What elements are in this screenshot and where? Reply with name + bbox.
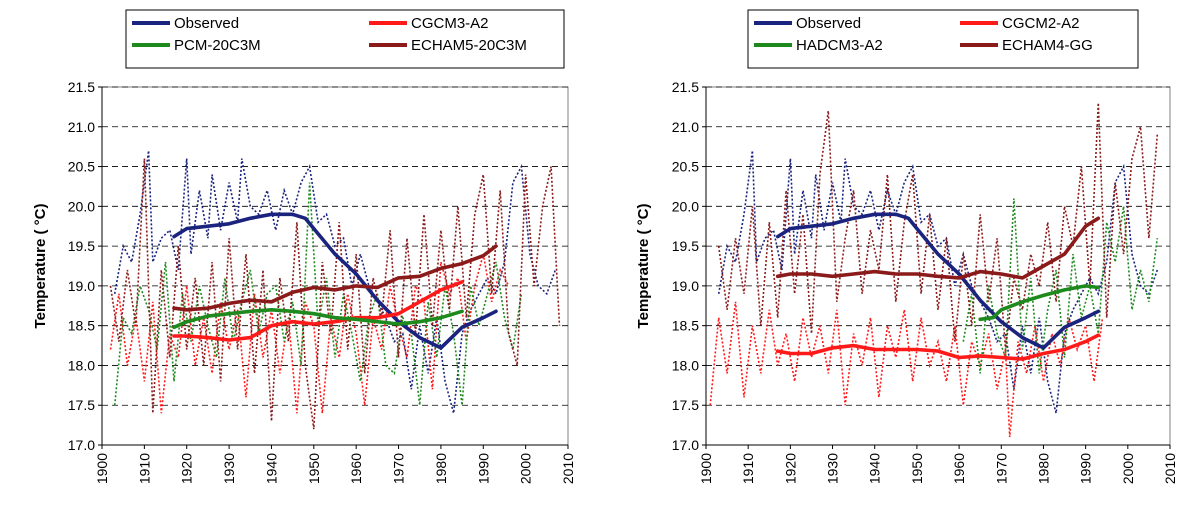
- legend: [747, 9, 1139, 69]
- x-tick-label: 1980: [1035, 453, 1051, 484]
- x-tick-label: 1970: [391, 453, 407, 484]
- series-line-cgcm2-a2-annual: [709, 301, 1104, 438]
- y-tick-label: 17.0: [672, 437, 699, 453]
- x-tick-label: 1940: [867, 453, 883, 484]
- series-line-echam4-gg-annual: [717, 102, 1159, 350]
- y-tick-label: 19.0: [68, 278, 95, 294]
- y-tick-label: 21.0: [68, 119, 95, 135]
- series-line-pcm-20c3m-smoothed: [172, 307, 464, 330]
- x-tick-label: 1900: [698, 453, 714, 484]
- x-tick-label: 1990: [1078, 453, 1094, 484]
- x-tick-label: 1930: [221, 453, 237, 484]
- y-tick-label: 18.0: [672, 357, 699, 373]
- x-tick-label: 1950: [909, 453, 925, 484]
- legend: [125, 9, 565, 69]
- x-tick-label: 1900: [94, 453, 110, 484]
- y-tick-label: 18.0: [68, 357, 95, 373]
- x-tick-label: 1940: [263, 453, 279, 484]
- y-tick-label: 19.5: [672, 238, 699, 254]
- x-tick-label: 2010: [560, 453, 576, 484]
- legend-label: CGCM2-A2: [1002, 15, 1080, 32]
- plot-area-frame: [101, 86, 569, 446]
- x-tick-label: 1950: [306, 453, 322, 484]
- y-axis-label: Temperature ( °C): [635, 204, 652, 329]
- series-line-observed-annual: [113, 150, 557, 414]
- series-line-observed-smoothed: [172, 212, 498, 350]
- y-tick-label: 20.0: [68, 198, 95, 214]
- series-line-cgcm3-a2-smoothed: [172, 280, 464, 342]
- x-tick-label: 2000: [518, 453, 534, 484]
- series-line-pcm-20c3m-annual: [113, 182, 523, 406]
- left-chart: 17.0 17.5 18.0 18.5 19.0 19.5 20.0 20.5 21.0 21.5…: [32, 9, 576, 484]
- legend-label: ECHAM4-GG: [1002, 37, 1093, 54]
- series-line-echam5-20c3m-annual: [109, 158, 561, 430]
- series-line-echam4-gg-smoothed: [775, 216, 1101, 280]
- x-tick-label: 1910: [740, 453, 756, 484]
- x-tick-label: 1960: [951, 453, 967, 484]
- series-line-hadcm3-a2-smoothed: [978, 284, 1101, 322]
- x-tick-label: 2000: [1120, 453, 1136, 484]
- x-tick-label: 1970: [993, 453, 1009, 484]
- x-tick-label: 2010: [1162, 453, 1178, 484]
- x-tick-label: 1960: [348, 453, 364, 484]
- y-tick-label: 18.5: [68, 318, 95, 334]
- x-tick-label: 1980: [433, 453, 449, 484]
- y-tick-label: 18.5: [672, 318, 699, 334]
- y-tick-label: 21.5: [68, 79, 95, 95]
- y-tick-label: 20.0: [672, 198, 699, 214]
- y-tick-label: 21.5: [672, 79, 699, 95]
- y-tick-label: 20.5: [672, 159, 699, 175]
- x-tick-label: 1920: [782, 453, 798, 484]
- series-line-hadcm3-a2-annual: [962, 198, 1159, 374]
- y-tick-label: 19.0: [672, 278, 699, 294]
- y-tick-label: 17.5: [68, 397, 95, 413]
- x-tick-label: 1930: [825, 453, 841, 484]
- y-axis-label: Temperature ( °C): [32, 204, 49, 329]
- legend-label: ECHAM5-20C3M: [411, 37, 527, 54]
- y-tick-label: 19.5: [68, 238, 95, 254]
- legend-label: PCM-20C3M: [174, 37, 261, 54]
- x-tick-label: 1920: [179, 453, 195, 484]
- y-tick-label: 20.5: [68, 159, 95, 175]
- series-line-observed-annual: [717, 150, 1159, 414]
- x-tick-label: 1910: [136, 453, 152, 484]
- legend-label: Observed: [174, 15, 239, 32]
- y-tick-label: 21.0: [672, 119, 699, 135]
- series-line-echam5-20c3m-smoothed: [172, 244, 498, 312]
- legend-label: HADCM3-A2: [796, 37, 883, 54]
- series-line-observed-smoothed: [775, 212, 1101, 350]
- legend-label: Observed: [796, 15, 861, 32]
- y-tick-label: 17.5: [672, 397, 699, 413]
- x-tick-label: 1990: [475, 453, 491, 484]
- legend-label: CGCM3-A2: [411, 15, 489, 32]
- right-chart: 17.0 17.5 18.0 18.5 19.0 19.5 20.0 20.5 21.0 21.5…: [635, 9, 1178, 484]
- y-tick-label: 17.0: [68, 437, 95, 453]
- series-line-cgcm2-a2-smoothed: [775, 333, 1101, 361]
